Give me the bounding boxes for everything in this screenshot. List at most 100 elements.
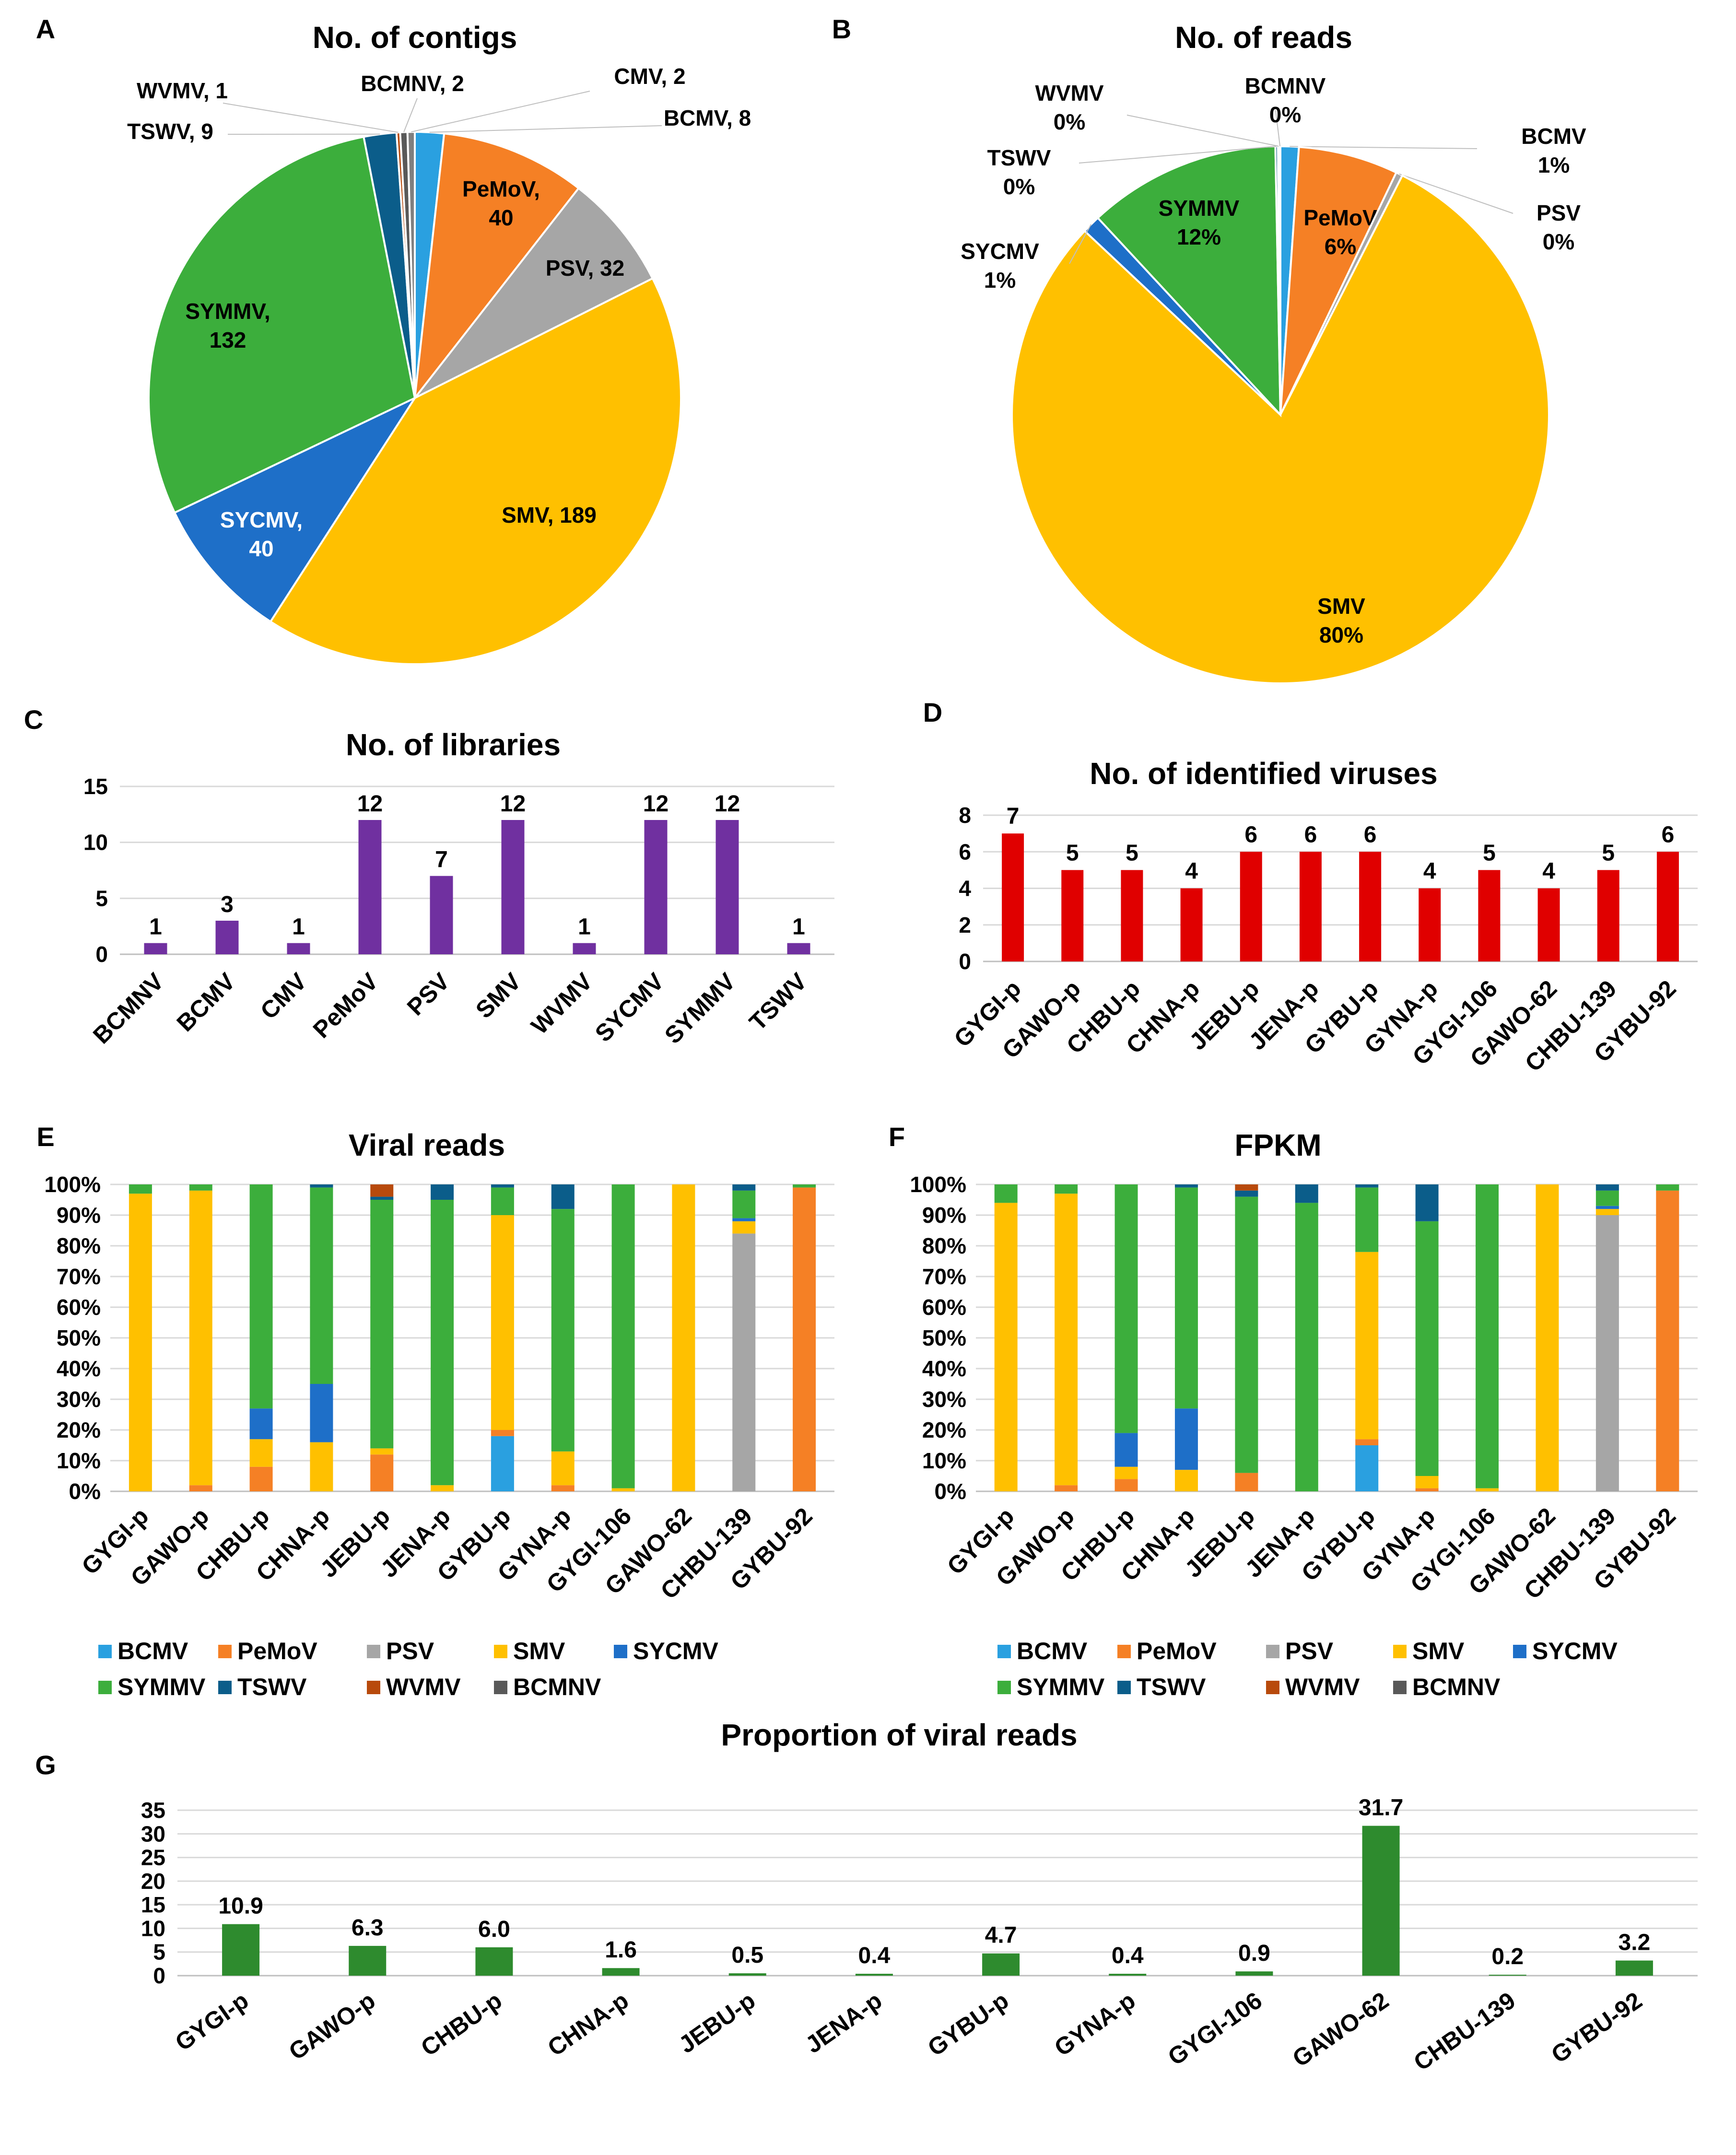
- pie-b-leader-wvmv: [1126, 115, 1279, 147]
- pie-b-leader-bcmv: [1290, 146, 1478, 149]
- pie-b-title: No. of reads: [1175, 20, 1352, 55]
- legend-f-label-bcmnv: BCMNV: [1412, 1674, 1501, 1700]
- stacked-f-segment-smv: [1174, 1470, 1198, 1491]
- bar-d-bar-jebu-p: [1240, 852, 1262, 961]
- pie-a-slice-pemov: [413, 132, 580, 401]
- bar-c-value-label: 3: [221, 892, 234, 917]
- bar-d-bar-gygi-106: [1478, 870, 1501, 961]
- bar-g-ytick: 0: [153, 1963, 165, 1988]
- bar-g-value-label: 6.0: [478, 1917, 510, 1942]
- bar-g-xtick-jena-p: JENA-p: [800, 1987, 887, 2058]
- bar-g-bar-gawo-62: [1362, 1826, 1400, 1976]
- stacked-f-ytick: 50%: [922, 1325, 966, 1350]
- pie-a-label-pemov-line: 40: [489, 205, 513, 230]
- pie-a-leader-bcmnv: [403, 98, 418, 132]
- bar-g-ytick: 25: [141, 1845, 165, 1870]
- bar-d-ytick: 8: [959, 803, 971, 828]
- legend-e-swatch-smv: [494, 1645, 507, 1658]
- stacked-e-segment-smv: [129, 1194, 152, 1491]
- stacked-e-ytick: 90%: [57, 1203, 101, 1228]
- bar-c-bar-pemov: [358, 820, 382, 954]
- stacked-f-segment-pemov: [1114, 1479, 1138, 1491]
- bar-c-value-label: 1: [792, 914, 805, 940]
- pie-a-slice-smv: [269, 277, 682, 665]
- stacked-e-ytick: 10%: [57, 1448, 101, 1473]
- stacked-e-ytick: 40%: [57, 1356, 101, 1381]
- legend-e-label-smv: SMV: [513, 1638, 565, 1664]
- pie-b-label-bcmv-line: BCMV: [1521, 124, 1586, 149]
- pie-b-label-bcmnv-line: BCMNV: [1245, 73, 1326, 98]
- pie-a-leader-wvmv: [223, 103, 399, 133]
- stacked-f-segment-smv: [1415, 1476, 1439, 1488]
- bar-c-xtick-sycmv: SYCMV: [590, 968, 669, 1047]
- bar-g-bar-gyna-p: [1109, 1974, 1147, 1976]
- pie-b-label-psv-line: 0%: [1543, 229, 1574, 254]
- pie-b-label-pemov: PeMoV 6%: [1303, 205, 1377, 259]
- pie-b-label-smv: SMV 80%: [1317, 594, 1365, 647]
- bar-g-value-label: 0.2: [1491, 1944, 1524, 1969]
- bar-d-value-label: 6: [1244, 822, 1257, 847]
- legend-f-swatch-bcmv: [997, 1645, 1011, 1658]
- pie-a-label-tswv: TSWV, 9: [127, 119, 213, 144]
- bar-d-value-label: 6: [1304, 822, 1317, 847]
- panel-letter-d: D: [923, 697, 942, 727]
- stacked-f-segment-symmv: [1656, 1184, 1679, 1191]
- pie-a-label-wvmv: WVMV, 1: [137, 78, 228, 103]
- pie-b-slice-pemov: [1279, 146, 1398, 415]
- panel-letter-f: F: [889, 1122, 905, 1152]
- stacked-f-ytick: 40%: [922, 1356, 966, 1381]
- bar-g-xtick-gawo-p: GAWO-p: [284, 1987, 380, 2065]
- bar-g-ytick: 5: [153, 1940, 165, 1965]
- bar-d-bar-jena-p: [1299, 852, 1322, 961]
- stacked-e-segment-symmv: [491, 1187, 514, 1215]
- pie-b-label-wvmv-line: 0%: [1054, 109, 1085, 134]
- bar-g-value-label: 10.9: [218, 1894, 263, 1919]
- bar-c-xtick-tswv: TSWV: [744, 968, 812, 1036]
- pie-b-label-tswv: TSWV 0%: [987, 145, 1051, 199]
- stacked-e-segment-tswv: [431, 1184, 454, 1200]
- bar-g-bar-gawo-p: [349, 1945, 387, 1976]
- bar-d-bar-gyna-p: [1419, 888, 1441, 961]
- stacked-f-ytick: 10%: [922, 1448, 966, 1473]
- bar-c-xtick-bcmv: BCMV: [172, 968, 241, 1037]
- stacked-f-segment-sycmv: [1114, 1433, 1138, 1467]
- bar-d-bar-chna-p: [1180, 888, 1203, 961]
- bar-c-value-label: 1: [578, 914, 591, 940]
- stacked-f-segment-sycmv: [1595, 1206, 1619, 1209]
- stacked-e-segment-smv: [249, 1439, 273, 1467]
- pie-a-label-sycmv: SYCMV, 40: [220, 507, 303, 561]
- legend-e-label-pemov: PeMoV: [237, 1638, 317, 1664]
- bar-g-ytick: 15: [141, 1892, 165, 1917]
- stacked-e-segment-smv: [491, 1215, 514, 1430]
- bar-g-value-label: 0.4: [1112, 1943, 1144, 1968]
- pie-a-label-bcmv: BCMV, 8: [664, 105, 751, 130]
- stacked-f-segment-tswv: [1415, 1184, 1439, 1221]
- stacked-e-segment-pemov: [551, 1485, 575, 1491]
- pie-a-label-tswv-line: TSWV, 9: [127, 119, 213, 144]
- panel-letter-g: G: [35, 1750, 56, 1780]
- bar-g-bar-chna-p: [602, 1968, 640, 1976]
- legend-e-label-bcmv: BCMV: [117, 1638, 188, 1664]
- pie-b-label-bcmv: BCMV 1%: [1521, 124, 1586, 177]
- legend-f-label-wvmv: WVMV: [1285, 1674, 1360, 1700]
- stacked-e-segment-tswv: [310, 1184, 333, 1188]
- bar-d-title: No. of identified viruses: [1090, 756, 1437, 791]
- stacked-f-segment-pemov: [1235, 1473, 1258, 1491]
- pie-a-slice-sycmv: [173, 396, 418, 623]
- bar-d-bar-gawo-62: [1537, 888, 1560, 961]
- pie-b-label-tswv-line: TSWV: [987, 145, 1051, 170]
- bar-g-value-label: 0.9: [1238, 1941, 1270, 1966]
- stacked-f-segment-wvmv: [1235, 1184, 1258, 1191]
- stacked-e-segment-symmv: [431, 1200, 454, 1486]
- bar-c-value-label: 1: [149, 914, 162, 940]
- bar-d-value-label: 5: [1066, 840, 1079, 866]
- legend-f-label-bcmv: BCMV: [1017, 1638, 1088, 1664]
- bar-d-ytick: 4: [959, 876, 971, 901]
- stacked-f-ytick: 30%: [922, 1387, 966, 1412]
- stacked-f-ytick: 60%: [922, 1295, 966, 1320]
- pie-b-label-symmv-line: 12%: [1177, 224, 1221, 249]
- stacked-f-segment-symmv: [994, 1184, 1018, 1203]
- stacked-e-segment-symmv: [249, 1184, 273, 1409]
- bar-g-bar-gybu-92: [1615, 1960, 1653, 1976]
- bar-c-xtick-bcmnv: BCMNV: [88, 968, 169, 1049]
